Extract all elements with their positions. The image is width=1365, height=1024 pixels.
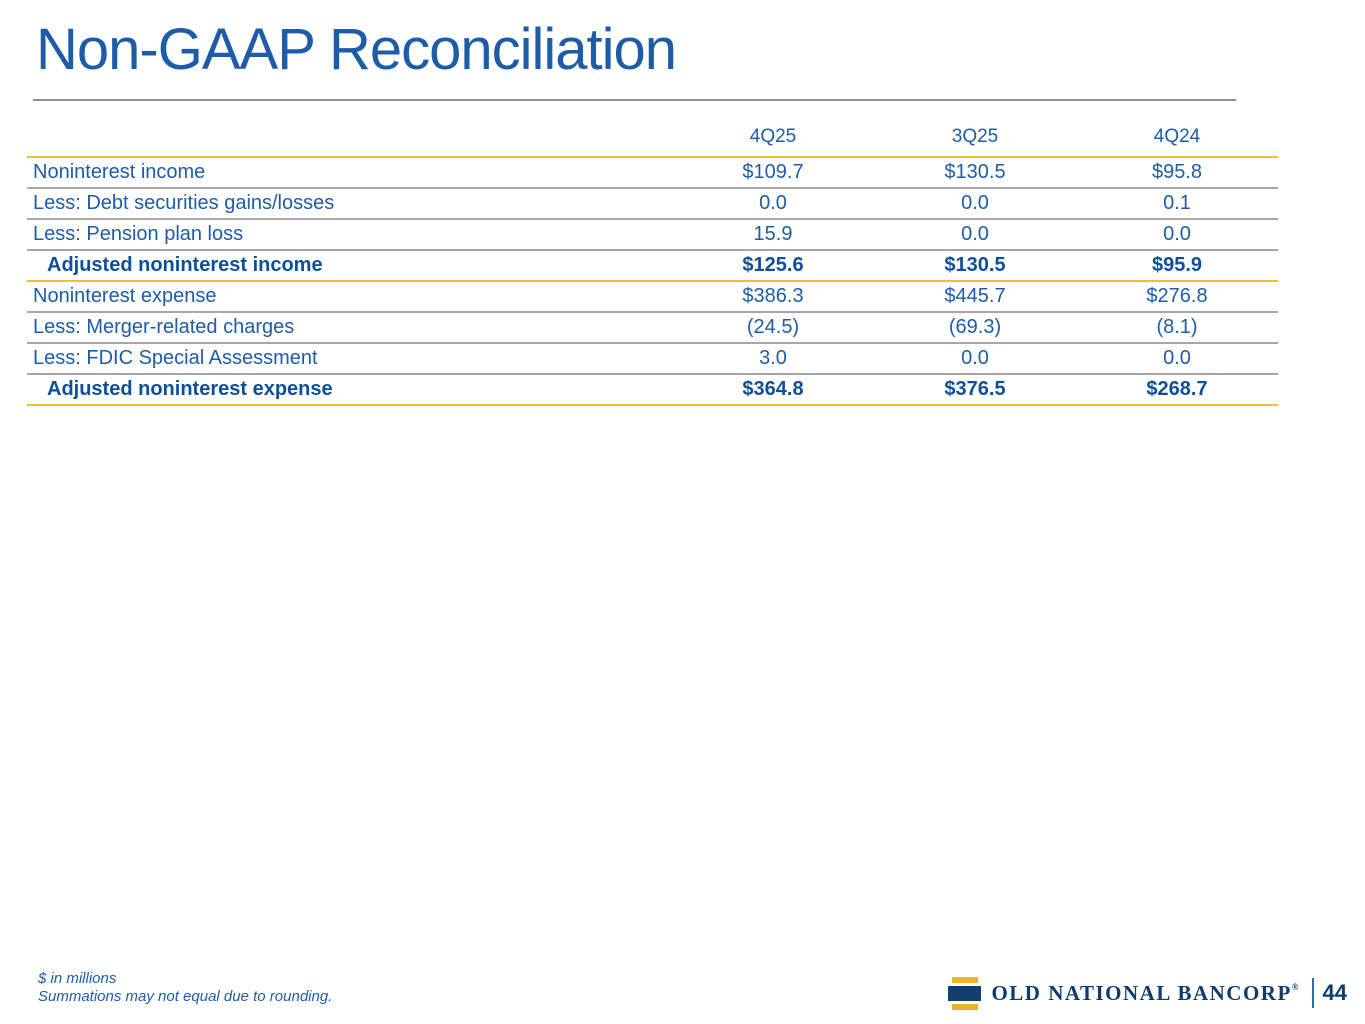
logo-gold-bar-top (951, 976, 978, 983)
logo-gold-bar-bottom (951, 1003, 978, 1010)
cell-value: $109.7 (742, 161, 804, 183)
cell-value: $130.5 (944, 254, 1006, 276)
table-row: Less: Debt securities gains/losses 0.0 0… (27, 188, 1278, 219)
page-number-divider (1311, 978, 1314, 1008)
table-row-total: Adjusted noninterest income $125.6 $130.… (27, 250, 1278, 281)
table-row: Noninterest income $109.7 $130.5 $95.8 (27, 157, 1278, 188)
table-header-row: 4Q25 3Q25 4Q24 (27, 124, 1278, 157)
cell-value: $268.7 (1146, 378, 1208, 400)
row-label: Noninterest expense (33, 285, 217, 307)
registered-trademark-icon: ® (1291, 981, 1299, 992)
cell-value: 0.0 (961, 347, 989, 369)
column-header-4q24: 4Q24 (1153, 126, 1201, 147)
row-label: Less: FDIC Special Assessment (33, 347, 318, 369)
table-row: Less: Merger-related charges (24.5) (69.… (27, 312, 1278, 343)
cell-value: 0.0 (1163, 347, 1191, 369)
page-number: 44 (1322, 980, 1347, 1005)
table-row: Noninterest expense $386.3 $445.7 $276.8 (27, 281, 1278, 312)
row-label: Noninterest income (33, 161, 206, 183)
footnote-rounding: Summations may not equal due to rounding… (38, 988, 333, 1005)
table-row-total: Adjusted noninterest expense $364.8 $376… (27, 374, 1278, 405)
cell-value: $376.5 (944, 378, 1006, 400)
cell-value: $364.8 (742, 378, 804, 400)
row-label: Less: Merger-related charges (33, 316, 295, 338)
row-label: Less: Debt securities gains/losses (33, 192, 335, 214)
cell-value: 0.0 (961, 192, 989, 214)
cell-value: 3.0 (759, 347, 787, 369)
cell-value: $125.6 (742, 254, 804, 276)
cell-value: 0.0 (759, 192, 787, 214)
cell-value: $386.3 (742, 285, 804, 307)
logo-text: OLD NATIONAL BANCORP (991, 980, 1292, 1005)
footer-brand: OLD NATIONAL BANCORP® 44 (948, 974, 1347, 1012)
cell-value: 0.0 (1163, 223, 1191, 245)
cell-value: 0.0 (961, 223, 989, 245)
row-label: Less: Pension plan loss (33, 223, 244, 245)
column-header-4q25: 4Q25 (749, 126, 797, 147)
logo-navy-bar (948, 985, 982, 1001)
cell-value: 0.1 (1163, 192, 1191, 214)
cell-value: $95.8 (1151, 161, 1203, 183)
cell-value: 15.9 (753, 223, 793, 245)
table-row: Less: FDIC Special Assessment 3.0 0.0 0.… (27, 343, 1278, 374)
column-header-3q25: 3Q25 (951, 126, 999, 147)
footnote-units: $ in millions (38, 970, 117, 987)
footnotes: $ in millions Summations may not equal d… (38, 970, 332, 1006)
cell-value: (8.1) (1156, 316, 1198, 338)
cell-value: $445.7 (944, 285, 1006, 307)
reconciliation-table: 4Q25 3Q25 4Q24 Noninterest income $109.7… (27, 124, 1278, 406)
title-divider (33, 99, 1236, 101)
old-national-bancorp-logo-icon (948, 976, 982, 1010)
cell-value: (69.3) (948, 316, 1002, 338)
cell-value: (24.5) (746, 316, 800, 338)
cell-value: $130.5 (944, 161, 1006, 183)
row-label: Adjusted noninterest expense (47, 378, 333, 400)
page-title: Non-GAAP Reconciliation (36, 17, 677, 82)
cell-value: $95.9 (1151, 254, 1203, 276)
cell-value: $276.8 (1146, 285, 1208, 307)
table-row: Less: Pension plan loss 15.9 0.0 0.0 (27, 219, 1278, 250)
row-label: Adjusted noninterest income (47, 254, 323, 276)
logo-wordmark: OLD NATIONAL BANCORP® (991, 981, 1298, 1006)
header-spacer (27, 124, 672, 157)
